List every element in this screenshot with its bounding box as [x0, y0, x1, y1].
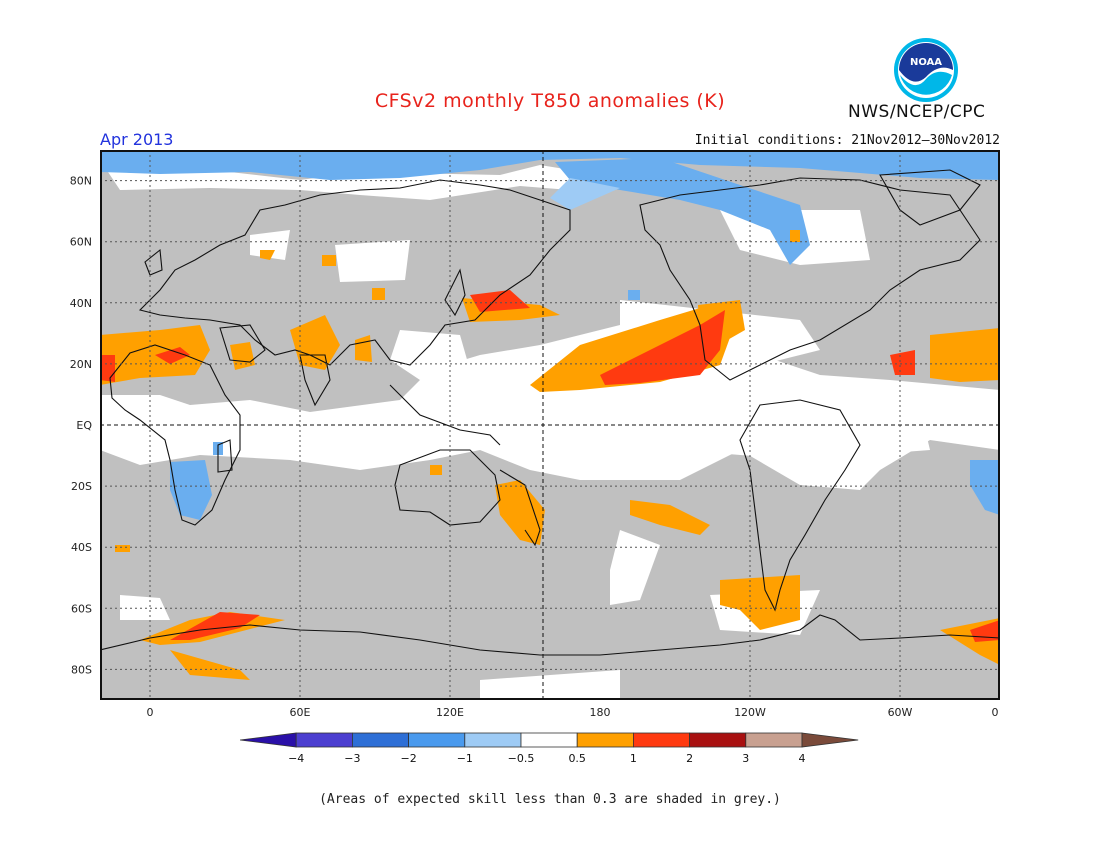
lon-tick-label: 0: [992, 706, 999, 719]
lon-tick-label: 120E: [436, 706, 464, 719]
noaa-logo: NOAA: [894, 38, 958, 102]
map-title: CFSv2 monthly T850 anomalies (K): [374, 90, 726, 112]
skillful-near-zero-areas: [100, 165, 1000, 700]
latitude-axis: 80N 60N 40N 20N EQ 20S 40S 60S 80S: [70, 175, 93, 677]
legend-tick-label: 3: [742, 752, 749, 765]
lat-tick-label: 60S: [71, 602, 92, 615]
legend-tick-label: −4: [288, 752, 304, 765]
legend-swatch: [745, 732, 803, 748]
legend-tick-label: 4: [799, 752, 806, 765]
lat-tick-label: 60N: [70, 236, 92, 249]
lon-tick-label: 60E: [290, 706, 311, 719]
agency-label: NWS/NCEP/CPC: [848, 102, 986, 122]
legend-swatch: [464, 732, 522, 748]
legend-swatch: [632, 732, 690, 748]
longitude-axis: 0 60E 120E 180 120W 60W 0: [147, 706, 999, 719]
skill-footnote: (Areas of expected skill less than 0.3 a…: [319, 792, 781, 807]
coastlines: [100, 169, 1000, 656]
lat-tick-label: EQ: [76, 419, 92, 432]
lon-tick-label: 180: [590, 706, 611, 719]
map-frame: [100, 150, 1000, 700]
color-legend: −4 −3 −2 −1 −0.5 0.5 1 2 3 4: [240, 732, 859, 765]
legend-swatch: [295, 732, 353, 748]
equator-dateline: [100, 150, 1000, 700]
legend-tick-label: −3: [344, 752, 360, 765]
legend-swatch: [352, 732, 410, 748]
lat-tick-label: 80N: [70, 175, 92, 188]
cool-anomaly-areas: [100, 150, 1000, 520]
lon-tick-label: 120W: [734, 706, 766, 719]
anomaly-map: [100, 150, 1000, 700]
legend-tick-label: −2: [400, 752, 416, 765]
legend-tick-label: 1: [630, 752, 637, 765]
lat-tick-label: 40N: [70, 297, 92, 310]
legend-swatch: [576, 732, 634, 748]
lat-tick-label: 40S: [71, 541, 92, 554]
legend-swatch: [689, 732, 747, 748]
legend-tick-label: 2: [686, 752, 693, 765]
forecast-month: Apr 2013: [100, 130, 174, 149]
lat-tick-label: 20N: [70, 358, 92, 371]
lon-tick-label: 60W: [888, 706, 913, 719]
lon-tick-label: 0: [147, 706, 154, 719]
legend-tick-label: −1: [457, 752, 473, 765]
noaa-logo-text: NOAA: [910, 57, 942, 68]
legend-swatch: [408, 732, 466, 748]
lat-tick-label: 80S: [71, 663, 92, 676]
initial-conditions: Initial conditions: 21Nov2012–30Nov2012: [694, 133, 1000, 148]
legend-tick-label: −0.5: [508, 752, 535, 765]
legend-tick-label: 0.5: [568, 752, 586, 765]
legend-swatch: [520, 732, 578, 748]
lat-tick-label: 20S: [71, 480, 92, 493]
legend-swatch: [240, 732, 297, 748]
legend-swatch: [801, 732, 859, 748]
